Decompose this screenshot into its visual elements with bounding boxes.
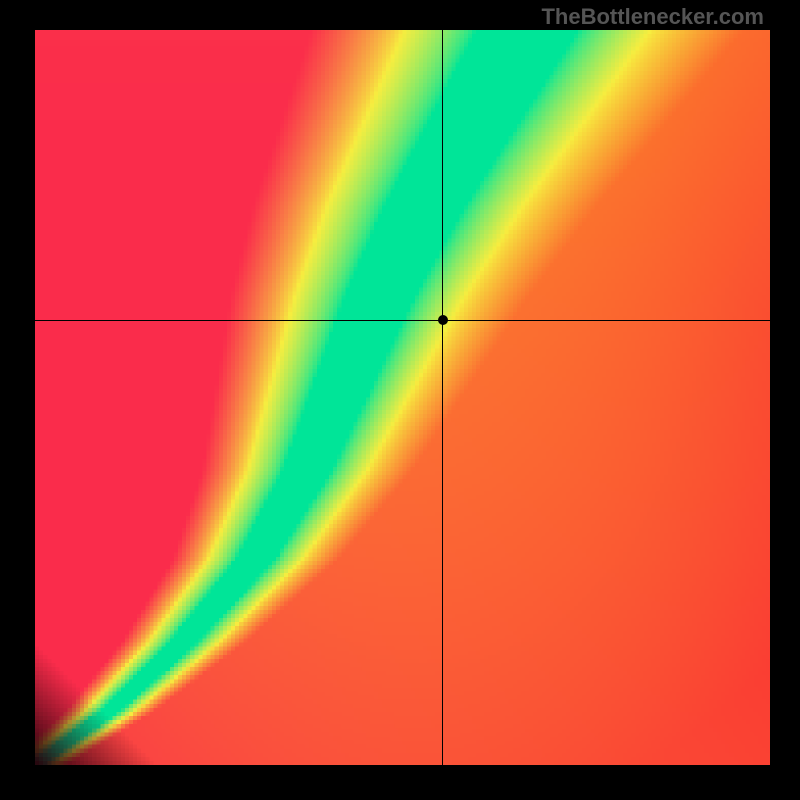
chart-container: TheBottlenecker.com — [0, 0, 800, 800]
crosshair-horizontal — [35, 320, 770, 321]
crosshair-vertical — [442, 30, 443, 765]
watermark-text: TheBottlenecker.com — [541, 4, 764, 30]
heatmap-canvas — [35, 30, 770, 765]
